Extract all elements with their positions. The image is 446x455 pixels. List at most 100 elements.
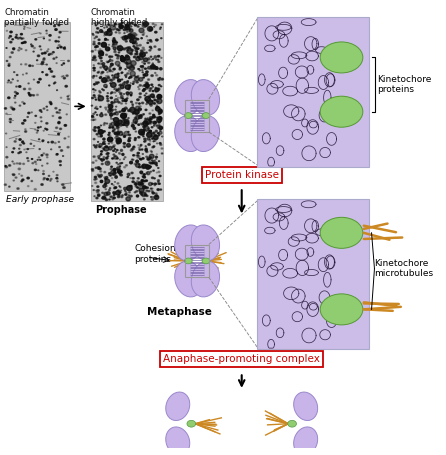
Ellipse shape xyxy=(136,81,138,83)
Ellipse shape xyxy=(112,146,115,147)
Ellipse shape xyxy=(92,59,94,61)
Ellipse shape xyxy=(150,104,152,106)
Ellipse shape xyxy=(145,148,147,149)
Ellipse shape xyxy=(109,79,111,81)
Ellipse shape xyxy=(152,23,154,25)
Ellipse shape xyxy=(19,148,20,149)
Ellipse shape xyxy=(125,121,128,122)
Ellipse shape xyxy=(125,55,128,58)
Ellipse shape xyxy=(31,46,33,47)
Ellipse shape xyxy=(121,96,123,97)
Ellipse shape xyxy=(55,29,57,30)
Ellipse shape xyxy=(160,29,161,30)
Ellipse shape xyxy=(116,162,117,163)
Ellipse shape xyxy=(138,145,139,146)
Ellipse shape xyxy=(57,181,58,182)
Ellipse shape xyxy=(99,56,100,57)
Ellipse shape xyxy=(110,109,112,111)
Ellipse shape xyxy=(56,57,57,58)
Ellipse shape xyxy=(118,130,119,131)
Ellipse shape xyxy=(161,38,162,39)
Ellipse shape xyxy=(120,94,122,95)
Ellipse shape xyxy=(108,190,110,191)
Ellipse shape xyxy=(116,42,117,43)
Ellipse shape xyxy=(107,98,108,99)
Ellipse shape xyxy=(104,172,106,173)
Ellipse shape xyxy=(160,189,161,190)
Ellipse shape xyxy=(137,155,139,156)
Ellipse shape xyxy=(117,183,119,184)
Ellipse shape xyxy=(145,180,148,182)
Ellipse shape xyxy=(22,42,24,43)
Ellipse shape xyxy=(53,51,54,53)
Ellipse shape xyxy=(94,84,95,85)
Ellipse shape xyxy=(159,142,161,144)
Ellipse shape xyxy=(148,128,149,129)
Ellipse shape xyxy=(112,127,114,128)
Ellipse shape xyxy=(161,78,163,80)
Ellipse shape xyxy=(111,63,113,66)
Ellipse shape xyxy=(133,57,135,58)
Ellipse shape xyxy=(120,24,121,25)
Ellipse shape xyxy=(32,158,33,159)
Ellipse shape xyxy=(55,40,57,42)
Ellipse shape xyxy=(56,177,58,179)
Ellipse shape xyxy=(129,85,131,86)
Ellipse shape xyxy=(156,59,157,60)
Ellipse shape xyxy=(128,134,131,136)
Ellipse shape xyxy=(149,131,151,132)
Ellipse shape xyxy=(98,127,100,128)
Ellipse shape xyxy=(109,127,110,128)
Ellipse shape xyxy=(137,56,139,57)
Ellipse shape xyxy=(24,149,25,150)
Ellipse shape xyxy=(29,88,31,90)
Ellipse shape xyxy=(143,74,145,75)
Ellipse shape xyxy=(109,137,110,138)
Ellipse shape xyxy=(130,161,132,164)
Ellipse shape xyxy=(143,122,144,123)
Ellipse shape xyxy=(99,56,102,59)
Ellipse shape xyxy=(121,57,122,58)
Ellipse shape xyxy=(5,166,6,167)
Ellipse shape xyxy=(12,79,13,80)
Ellipse shape xyxy=(125,24,129,27)
Ellipse shape xyxy=(144,180,146,182)
Ellipse shape xyxy=(144,119,150,124)
Ellipse shape xyxy=(102,78,107,82)
Ellipse shape xyxy=(96,145,98,146)
Ellipse shape xyxy=(122,98,124,99)
Ellipse shape xyxy=(112,46,113,47)
Ellipse shape xyxy=(145,118,146,119)
Ellipse shape xyxy=(154,26,155,27)
Text: Early prophase: Early prophase xyxy=(6,195,74,204)
Ellipse shape xyxy=(60,46,62,48)
Ellipse shape xyxy=(103,143,104,144)
Ellipse shape xyxy=(142,34,144,35)
Ellipse shape xyxy=(120,92,122,94)
Ellipse shape xyxy=(56,127,58,128)
Ellipse shape xyxy=(110,83,111,84)
Ellipse shape xyxy=(113,129,115,131)
Ellipse shape xyxy=(53,58,55,59)
Ellipse shape xyxy=(94,119,96,120)
Ellipse shape xyxy=(37,81,39,83)
Ellipse shape xyxy=(175,261,203,297)
Ellipse shape xyxy=(140,158,141,159)
Ellipse shape xyxy=(105,146,107,147)
Ellipse shape xyxy=(107,68,109,70)
Ellipse shape xyxy=(58,25,60,26)
Text: Kinetochore
proteins: Kinetochore proteins xyxy=(377,75,432,94)
Ellipse shape xyxy=(151,160,153,161)
Bar xyxy=(4,21,70,191)
Ellipse shape xyxy=(107,156,109,157)
Ellipse shape xyxy=(56,112,58,113)
Ellipse shape xyxy=(120,25,123,29)
Ellipse shape xyxy=(99,30,103,32)
Ellipse shape xyxy=(191,261,219,297)
Ellipse shape xyxy=(4,184,6,185)
Ellipse shape xyxy=(109,127,111,128)
Ellipse shape xyxy=(98,168,99,169)
Ellipse shape xyxy=(58,112,60,113)
Ellipse shape xyxy=(58,121,60,123)
Ellipse shape xyxy=(112,199,114,200)
